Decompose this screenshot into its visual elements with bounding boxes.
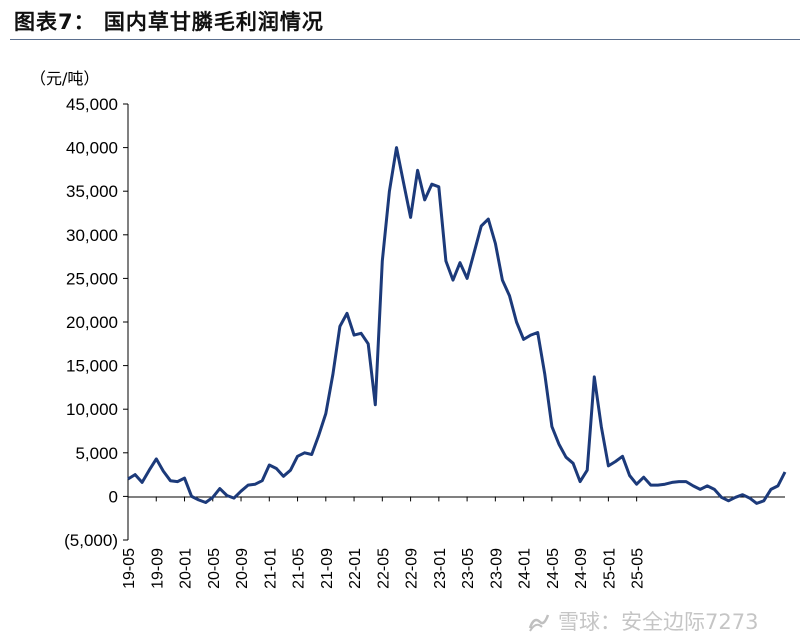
y-tick-label: 5,000: [75, 444, 118, 463]
x-ticks: 19-05 19-09 20-01 20-05 20-09 21-01 21-05 21-09…: [121, 496, 647, 589]
y-tick-label: 15,000: [66, 357, 118, 376]
y-ticks: (5,000) 0 5,000 10,000 15,000 20,000 25,000 30,…: [64, 95, 128, 550]
x-tick-label: 23-05: [460, 548, 477, 589]
y-tick-label: 35,000: [66, 182, 118, 201]
y-tick-label: (5,000): [64, 531, 118, 550]
y-tick-label: 20,000: [66, 313, 118, 332]
x-tick-label: 20-01: [178, 548, 195, 589]
y-tick-label: 30,000: [66, 226, 118, 245]
x-tick-label: 22-01: [347, 548, 364, 589]
x-tick-label: 22-09: [404, 548, 421, 589]
x-tick-label: 21-09: [319, 548, 336, 589]
x-tick-label: 23-01: [432, 548, 449, 589]
x-tick-label: 19-05: [121, 548, 138, 589]
y-tick-label: 25,000: [66, 269, 118, 288]
y-tick-label: 40,000: [66, 139, 118, 158]
x-tick-label: 23-09: [488, 548, 505, 589]
x-tick-label: 24-09: [573, 548, 590, 589]
x-tick-label: 19-09: [149, 548, 166, 589]
x-tick-label: 22-05: [375, 548, 392, 589]
title-divider: [10, 39, 800, 40]
y-tick-label: 10,000: [66, 400, 118, 419]
watermark-text: 雪球：安全边际7273: [558, 610, 759, 634]
x-tick-label: 20-05: [206, 548, 223, 589]
gross-profit-series-line: [127, 146, 787, 505]
y-axis-unit-label: （元/吨）: [30, 69, 99, 88]
x-tick-label: 24-05: [545, 548, 562, 589]
x-tick-label: 21-01: [262, 548, 279, 589]
x-tick-label: 25-01: [601, 548, 618, 589]
snowball-logo-icon: [528, 614, 550, 632]
y-tick-label: 45,000: [66, 95, 118, 114]
watermark: 雪球：安全边际7273: [528, 606, 758, 636]
x-tick-label: 21-05: [291, 548, 308, 589]
title-bar: 图表7： 国内草甘膦毛利润情况: [0, 0, 800, 40]
x-tick-label: 24-01: [517, 548, 534, 589]
chart-title: 图表7： 国内草甘膦毛利润情况: [14, 10, 324, 34]
x-tick-label: 20-09: [234, 548, 251, 589]
x-tick-label: 25-05: [630, 548, 647, 589]
y-tick-label: 0: [109, 487, 118, 506]
